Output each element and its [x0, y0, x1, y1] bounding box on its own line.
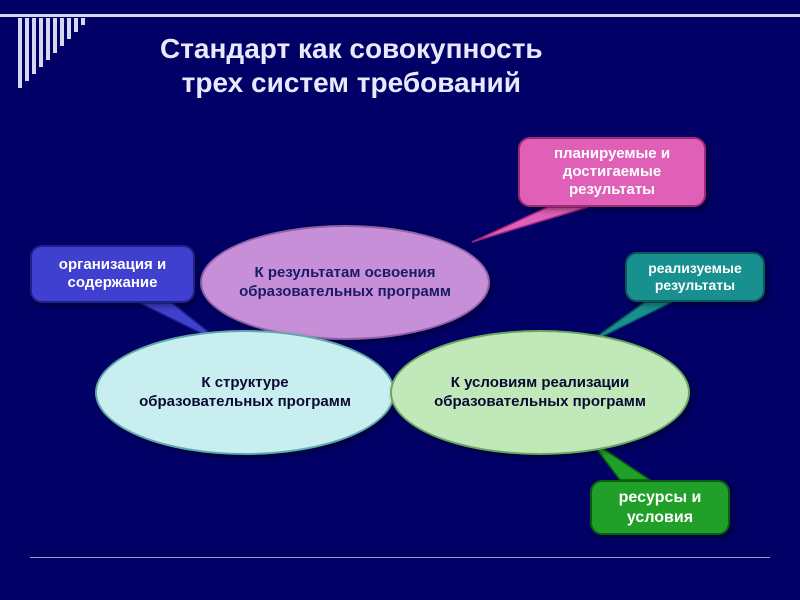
- ellipse-structure: К структуре образовательных программ: [95, 330, 395, 455]
- title-line2: трех систем требований: [182, 67, 521, 98]
- callout-green-line1: ресурсы и: [619, 489, 702, 506]
- ellipse-conditions-line2: образовательных программ: [434, 393, 646, 410]
- ellipse-conditions-line1: К условиям реализации: [451, 374, 629, 391]
- callout-teal-line1: реализуемые: [648, 260, 742, 276]
- ellipse-results-line1: К результатам освоения: [255, 264, 436, 281]
- callout-resources: ресурсы и условия: [590, 480, 730, 535]
- callout-blue-line2: содержание: [68, 274, 158, 291]
- callout-teal-line2: результаты: [655, 277, 735, 293]
- title-line1: Стандарт как совокупность: [160, 33, 543, 64]
- callout-realized-results: реализуемые результаты: [625, 252, 765, 302]
- callout-pink-line3: результаты: [569, 181, 655, 198]
- slide-title: Стандарт как совокупность трех систем тр…: [160, 32, 543, 99]
- callout-planned-results: планируемые и достигаемые результаты: [518, 137, 706, 207]
- ellipse-structure-line2: образовательных программ: [139, 393, 351, 410]
- callout-pink-line1: планируемые и: [554, 145, 670, 162]
- callout-pink-line2: достигаемые: [563, 163, 661, 180]
- callout-green-line2: условия: [627, 509, 693, 526]
- callout-organization: организация и содержание: [30, 245, 195, 303]
- ellipse-conditions: К условиям реализации образовательных пр…: [390, 330, 690, 455]
- ellipse-results-line2: образовательных программ: [239, 283, 451, 300]
- ellipse-results: К результатам освоения образовательных п…: [200, 225, 490, 340]
- corner-bars: [18, 18, 85, 88]
- top-divider: [0, 14, 800, 17]
- bottom-divider: [30, 557, 770, 558]
- callout-blue-line1: организация и: [59, 256, 166, 273]
- ellipse-structure-line1: К структуре: [201, 374, 288, 391]
